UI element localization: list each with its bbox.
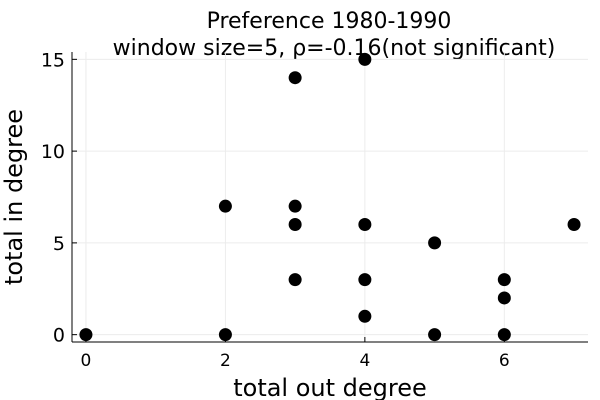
data-point-13 [497,273,511,287]
data-point-0 [79,328,93,342]
y-axis-label: total in degree [0,109,28,285]
tick-labels: 0 2 4 6 0 5 10 15 [41,49,510,371]
data-point-7 [358,52,372,66]
data-point-12 [428,328,442,342]
grid [72,52,588,342]
data-point-14 [497,291,511,305]
y-tick-label-0: 0 [53,325,65,347]
x-tick-label-0: 0 [81,351,92,371]
y-tick-label-2: 10 [41,141,65,163]
data-point-15 [497,328,511,342]
data-point-16 [567,218,581,232]
data-point-6 [288,273,302,287]
data-point-8 [358,218,372,232]
data-point-9 [358,273,372,287]
x-tick-label-1: 2 [220,351,231,371]
data-point-5 [288,218,302,232]
data-point-11 [428,236,442,250]
chart-title-line-2: window size=5, ρ=-0.16(not significant) [113,36,556,61]
x-tick-label-3: 6 [499,351,510,371]
y-tick-label-1: 5 [53,233,65,255]
x-axis-label: total out degree [233,374,427,400]
data-point-1 [218,199,232,213]
x-tick-label-2: 4 [359,351,370,371]
data-points [79,52,581,342]
y-tick-label-3: 15 [41,49,65,71]
data-point-4 [288,199,302,213]
chart-title-line-1: Preference 1980-1990 [207,9,452,34]
data-point-10 [358,309,372,323]
data-point-3 [288,71,302,85]
data-point-2 [218,328,232,342]
